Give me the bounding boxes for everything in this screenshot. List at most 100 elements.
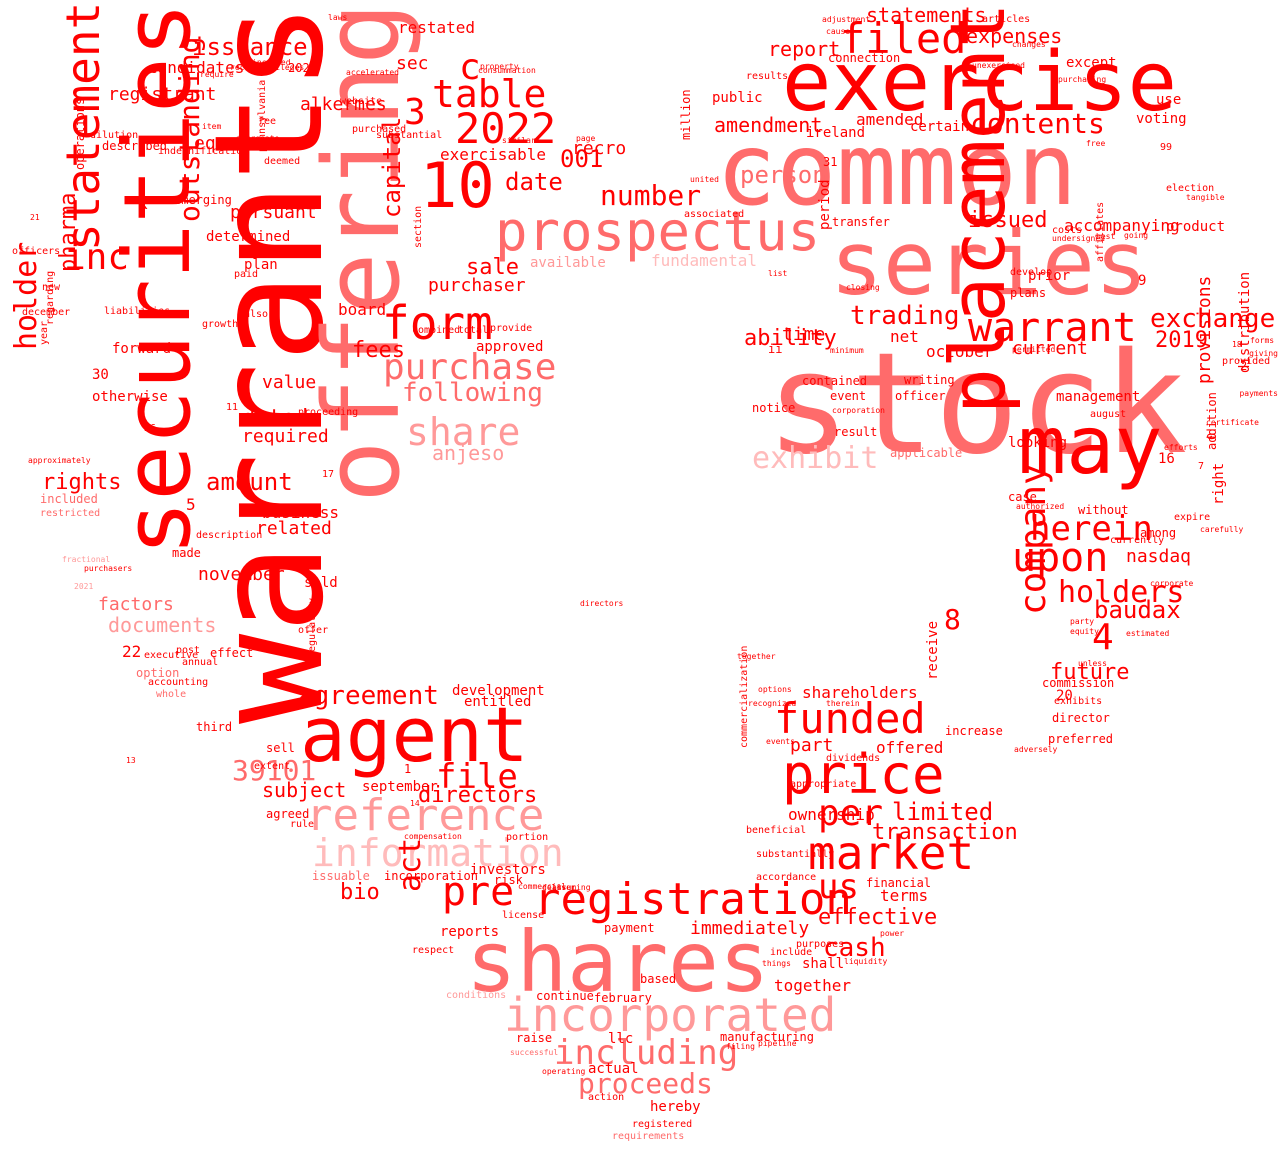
word-cloud-term: united [690, 175, 719, 184]
word-cloud-term: 15 [304, 419, 314, 428]
word-cloud-term: notice [752, 401, 796, 415]
word-cloud-term: ownership [788, 805, 875, 824]
word-cloud-term: warrant [968, 305, 1137, 351]
word-cloud-term: factors [98, 594, 174, 615]
word-cloud-term: investors [470, 862, 546, 878]
word-cloud-term: 14 [410, 799, 420, 808]
word-cloud-term: exercisable [440, 145, 546, 164]
word-cloud-term: best [1096, 232, 1116, 241]
word-cloud-term: 2022 [455, 104, 557, 153]
word-cloud-term: filed [840, 14, 967, 63]
word-cloud-term: 30 [92, 367, 109, 383]
word-cloud-term: august [1090, 409, 1127, 420]
word-cloud-term: commission [1042, 676, 1115, 690]
word-cloud-term: connection [828, 51, 901, 65]
word-cloud-term: purchasers [84, 564, 133, 573]
word-cloud-term: financial [866, 876, 932, 890]
word-cloud-term: 17 [322, 469, 335, 480]
word-cloud-term: 10 [420, 149, 495, 222]
word-cloud-term: 31 [823, 155, 838, 169]
word-cloud-term: pursuant [230, 202, 317, 223]
word-cloud-term: period [817, 179, 833, 230]
word-cloud-term: adjustment [822, 15, 871, 24]
word-cloud-term: fractional [62, 555, 111, 564]
word-cloud-term: 5 [186, 495, 196, 514]
word-cloud-term: certificate [1206, 418, 1259, 427]
word-cloud-term: date [505, 168, 563, 196]
word-cloud-term: undersigned [1052, 234, 1105, 243]
word-cloud-term: accelerated [346, 68, 399, 77]
word-cloud-term: incorporated [504, 988, 837, 1042]
word-cloud-term: registrant [108, 84, 217, 105]
word-cloud-term: equal [194, 133, 249, 154]
word-cloud-term: things [762, 959, 791, 968]
word-cloud-term: filing [726, 1042, 755, 1051]
word-cloud-term: agent [300, 690, 529, 779]
word-cloud-term: list [768, 269, 788, 278]
word-cloud-term: regulatory [307, 597, 318, 658]
word-cloud-term: purchaser [428, 275, 526, 296]
word-cloud-term: together [737, 652, 776, 661]
word-cloud-term: approved [476, 339, 544, 355]
word-cloud-term: fee [258, 116, 277, 127]
word-cloud-term: reports [440, 924, 500, 940]
word-cloud-term: payment [604, 921, 655, 935]
word-cloud-term: approximately [28, 456, 91, 465]
word-cloud-term: determined [206, 229, 291, 245]
word-cloud-term: contents [970, 107, 1105, 140]
word-cloud-term: exhibit [752, 441, 879, 476]
word-cloud-term: product [1166, 219, 1226, 235]
word-cloud-term: sale [466, 255, 519, 280]
word-cloud-term: substantial [376, 130, 443, 141]
word-cloud-term: table [432, 72, 547, 116]
word-cloud-term: 99 [1160, 142, 1173, 153]
word-cloud-term: 20 [1056, 688, 1073, 704]
word-cloud-term: recro [572, 138, 627, 159]
word-cloud-term: registration [534, 874, 852, 925]
word-cloud-term: per [818, 793, 884, 834]
word-cloud-term: 4 [1092, 617, 1114, 658]
word-cloud-term: restated [398, 18, 476, 37]
word-cloud-term: preferred [1048, 732, 1114, 746]
word-cloud-term: shareholders [802, 683, 918, 702]
word-cloud-term: 22 [122, 642, 142, 661]
word-cloud-term: emerging [174, 193, 232, 207]
word-cloud-term: effective [818, 905, 938, 930]
word-cloud-term: issuable [312, 869, 370, 883]
word-cloud-term: closing [846, 283, 880, 292]
word-cloud-term: pre [442, 869, 515, 915]
word-cloud-term: page [576, 134, 596, 143]
word-cloud-term: c [459, 47, 481, 88]
word-cloud-term: develop [1010, 267, 1053, 278]
word-cloud-term: voting [1136, 111, 1187, 127]
word-cloud-term: act [393, 837, 428, 892]
word-cloud-term: forms [1250, 336, 1275, 345]
word-cloud-term: rights [42, 470, 122, 495]
word-cloud-term: fees [352, 338, 405, 363]
word-cloud-term: following [402, 378, 543, 408]
word-cloud-term: estimated [1126, 629, 1170, 638]
word-cloud-term: development [452, 683, 545, 699]
word-cloud-term: market [808, 826, 975, 880]
word-cloud-term: sec [396, 53, 429, 74]
word-cloud-term: growth [202, 319, 239, 330]
word-cloud-term: carefully [1200, 525, 1244, 534]
word-cloud-term: substantially [756, 849, 835, 860]
word-cloud-term: year [39, 320, 50, 345]
word-cloud-term: including [554, 1033, 739, 1073]
word-cloud-term: information [312, 831, 564, 875]
word-cloud-term: price [782, 743, 945, 806]
word-cloud-term: unless [1078, 659, 1107, 668]
word-cloud-term: made [172, 546, 201, 560]
word-cloud-term: provisions [1194, 275, 1215, 384]
word-cloud-term: incurred [252, 58, 291, 67]
word-cloud-term: dilution [90, 130, 139, 141]
word-cloud-term: rule [290, 819, 315, 830]
word-cloud-term: 16 [1158, 451, 1175, 467]
word-cloud-term: september [362, 779, 438, 795]
word-cloud-term: changes [1012, 40, 1046, 49]
word-cloud-term: limited [892, 798, 994, 826]
word-cloud-term: bio [340, 880, 380, 905]
word-cloud-term: provided [1222, 356, 1271, 367]
word-cloud-term: nasdaq [1126, 546, 1192, 567]
